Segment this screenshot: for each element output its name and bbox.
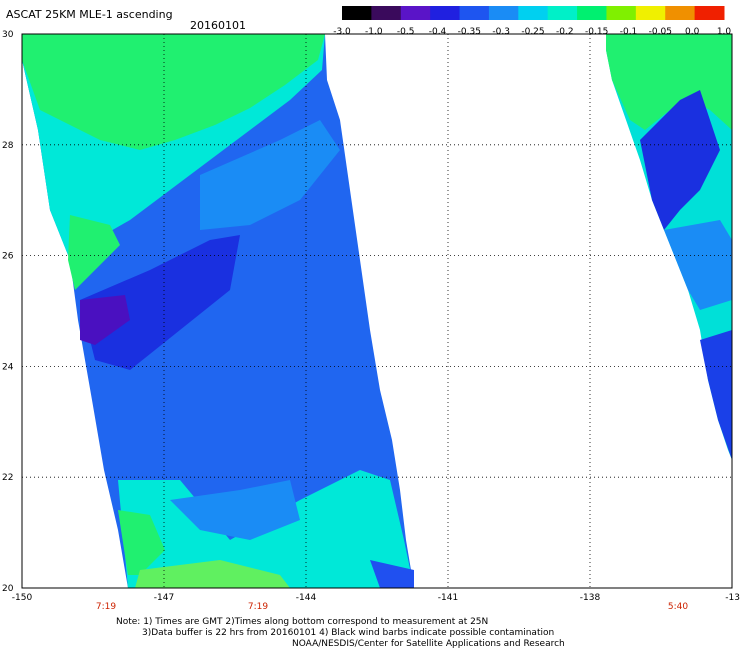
left-swath	[22, 34, 414, 588]
longitude-label: -141	[438, 593, 458, 603]
colorbar-swatch	[694, 6, 725, 20]
left-swath-deep-blue-core	[80, 235, 240, 370]
longitude-label: -13	[725, 593, 740, 603]
colorbar-label: -1.0	[365, 27, 383, 37]
left-swath-lightblue	[200, 120, 340, 230]
pass-time-label: 7:19	[248, 602, 268, 612]
right-swath-deep-blue	[640, 90, 720, 230]
note-line-2: 3)Data buffer is 22 hrs from 20160101 4)…	[142, 628, 555, 638]
left-swath-blue-right-bottom	[370, 560, 414, 588]
product-title: ASCAT 25KM MLE-1 ascending	[6, 8, 173, 21]
note-line-3: NOAA/NESDIS/Center for Satellite Applica…	[292, 639, 565, 649]
right-swath	[606, 34, 732, 460]
colorbar-swatch	[547, 6, 578, 20]
colorbar-label: -0.2	[556, 27, 574, 37]
colorbar-label: -0.25	[521, 27, 544, 37]
left-swath-green-upper	[22, 34, 325, 150]
latitude-labels: 30 28 26 24 22 20	[2, 30, 14, 594]
product-date: 20160101	[190, 19, 246, 32]
colorbar-swatch	[518, 6, 549, 20]
colorbar-label: -3.0	[333, 27, 351, 37]
latitude-label: 28	[2, 141, 14, 151]
left-swath-blue-bottom-center	[170, 480, 300, 540]
map-frame	[21, 33, 733, 589]
right-swath-lightblue-band	[664, 220, 732, 310]
colorbar-label: 1.0	[717, 27, 732, 37]
longitude-label: -138	[580, 593, 601, 603]
colorbar-swatch	[459, 6, 490, 20]
colorbar-swatch	[400, 6, 431, 20]
colorbar-label: -0.15	[585, 27, 608, 37]
colorbar-swatch	[577, 6, 607, 20]
time-labels: 7:19 7:19 5:40	[96, 602, 688, 612]
colorbar-swatch	[371, 6, 402, 20]
right-swath-green-top	[606, 34, 732, 130]
colorbar-swatch	[635, 6, 666, 20]
latitude-label: 20	[2, 584, 14, 594]
latitude-label: 22	[2, 473, 13, 483]
latitude-label: 30	[2, 30, 14, 40]
latitude-label: 24	[2, 362, 14, 372]
colorbar-swatch	[606, 6, 637, 20]
left-swath-purple-patch	[80, 295, 130, 345]
colorbar-label: 0.0	[685, 27, 700, 37]
colorbar-swatch	[430, 6, 461, 20]
left-swath-green-mid	[68, 215, 120, 290]
colorbar-label: -0.5	[397, 27, 415, 37]
colorbar-label: -0.05	[649, 27, 672, 37]
map-grid	[22, 34, 732, 588]
pass-time-label: 7:19	[96, 602, 116, 612]
note-line-1: Note: 1) Times are GMT 2)Times along bot…	[116, 617, 489, 627]
colorbar-label: -0.35	[458, 27, 481, 37]
colorbar-swatch	[488, 6, 519, 20]
longitude-labels: -150 -147 -144 -141 -138 -13	[12, 593, 740, 603]
longitude-label: -150	[12, 593, 33, 603]
colorbar: -3.0 -1.0 -0.5 -0.4 -0.35 -0.3 -0.25 -0.2 -0.15 -…	[333, 6, 731, 37]
longitude-label: -144	[296, 593, 317, 603]
latitude-label: 26	[2, 252, 14, 262]
longitude-label: -147	[154, 593, 174, 603]
colorbar-label: -0.4	[429, 27, 447, 37]
left-swath-green-bottom	[135, 560, 290, 588]
colorbar-swatch	[665, 6, 696, 20]
pass-time-label: 5:40	[668, 602, 688, 612]
left-swath-green-bottom-left	[118, 510, 165, 575]
colorbar-label: -0.3	[492, 27, 510, 37]
colorbar-label: -0.1	[620, 27, 638, 37]
right-swath-blue-bottom	[700, 330, 732, 460]
colorbar-swatch	[342, 6, 372, 20]
